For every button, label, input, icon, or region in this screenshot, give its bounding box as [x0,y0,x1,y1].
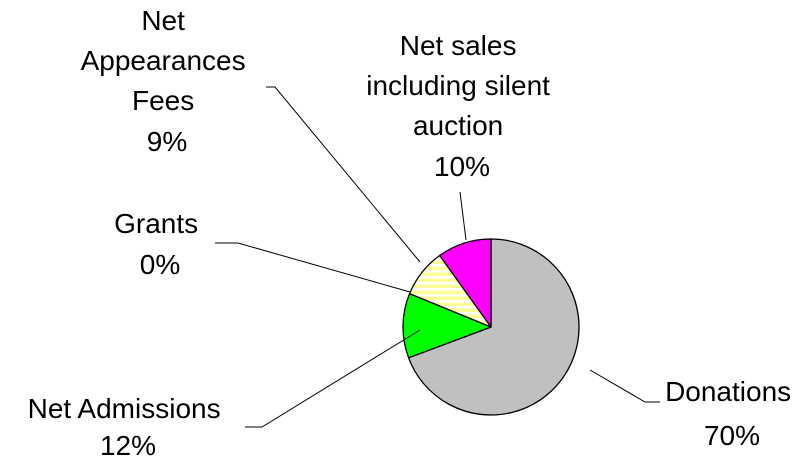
donations-label: Donations 70% [665,376,799,451]
leader-line-net-admissions [245,329,421,428]
leader-line-net-appearances [266,86,421,263]
net-sales-label-line2: including silent [366,70,550,101]
net-admissions-label-line1: Net Admissions [28,393,221,424]
grants-label-line1: Grants [114,208,198,239]
leader-line-donations [589,369,660,403]
pie-slices [402,238,580,416]
net-sales-label-line1: Net sales [400,30,517,61]
net-appearances-label-pct: 9% [147,126,187,157]
net-sales-label: Net sales including silent auction 10% [366,30,557,182]
net-appearances-label-line3: Fees [132,85,194,116]
net-admissions-label: Net Admissions 12% [28,393,229,461]
leader-line-grants [215,242,411,293]
net-admissions-label-pct: 12% [100,430,156,461]
net-sales-label-pct: 10% [434,151,490,182]
donations-label-pct: 70% [704,420,760,451]
grants-label: Grants 0% [114,208,206,280]
leader-line-net-sales [459,191,467,241]
donations-label-line1: Donations [665,376,791,407]
net-sales-label-line3: auction [413,110,503,141]
net-appearances-label-line2: Appearances [81,45,246,76]
net-appearances-label: Net Appearances Fees 9% [81,5,254,157]
pie-slice-net-admissions [402,292,492,359]
grants-label-pct: 0% [140,249,180,280]
pie-slice-net-sales-including-silent-auction [439,238,492,328]
pie-slice-donations [407,238,580,416]
net-appearances-label-line1: Net [141,5,185,36]
